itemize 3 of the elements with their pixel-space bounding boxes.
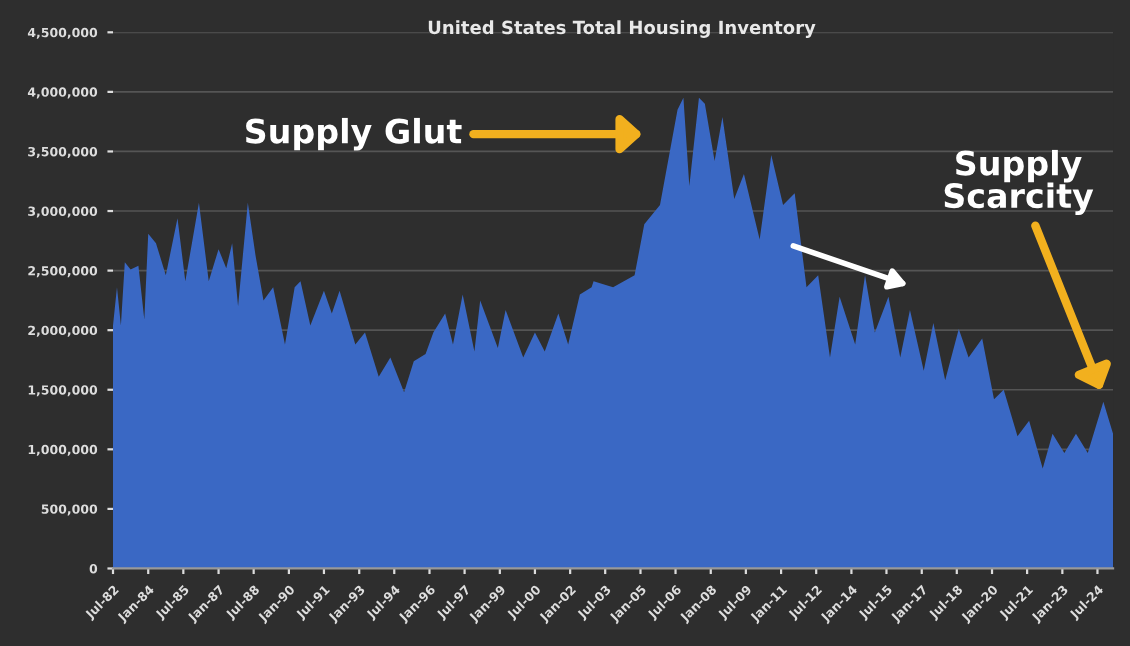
annotation: Supply Scarcity: [944, 149, 1094, 215]
chart-title: United States Total Housing Inventory: [428, 20, 816, 38]
annotation: Supply Glut: [246, 117, 462, 151]
